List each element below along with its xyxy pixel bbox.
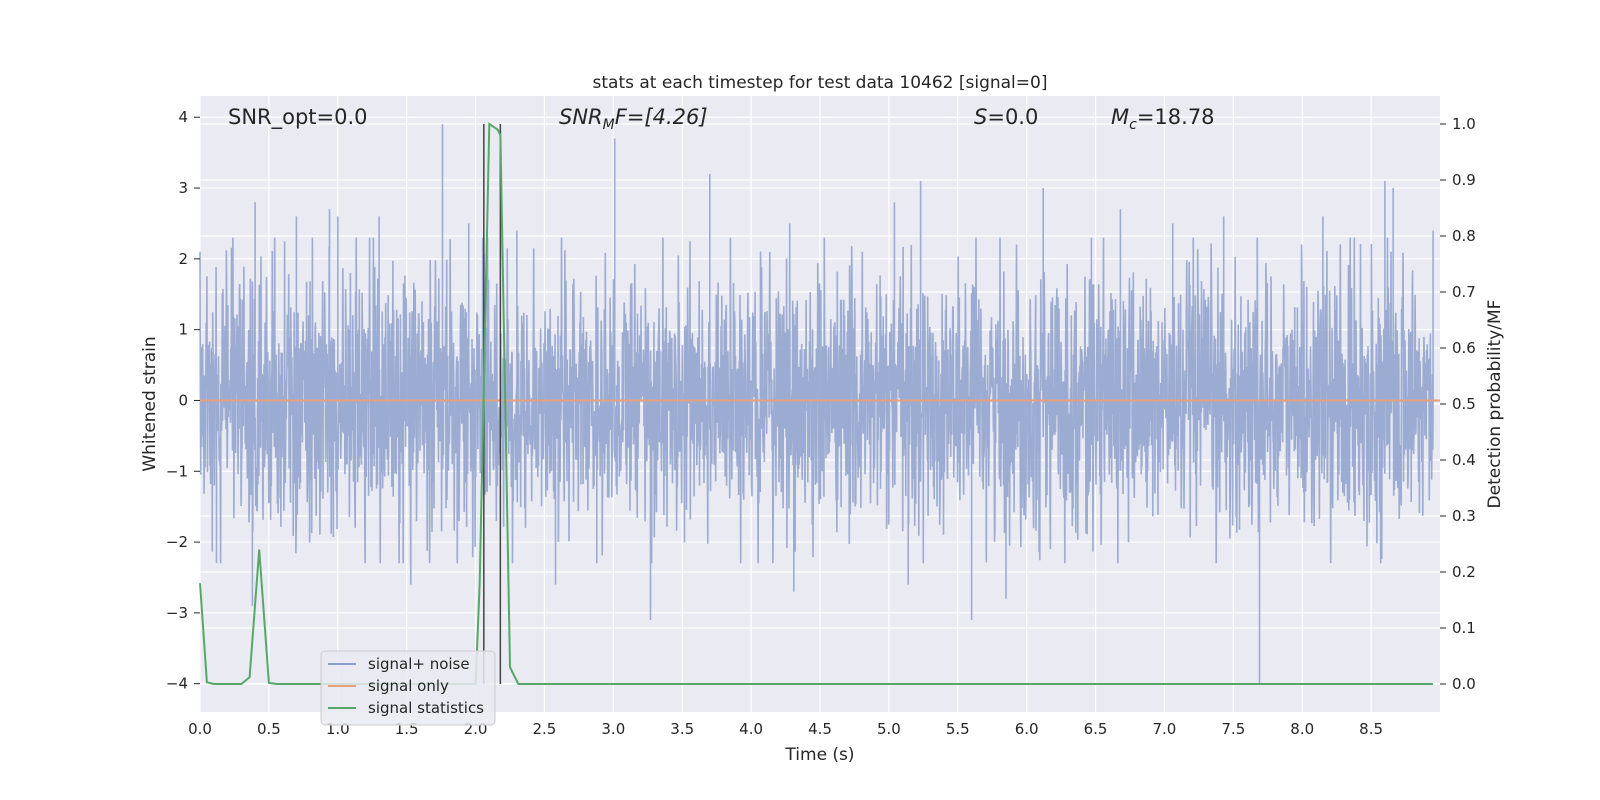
x-ticks: 0.0 0.5 1.0 1.5 2.0 2.5 3.0 3.5 4.0 4.5 5.0 5.5 6.0 6… (188, 720, 1383, 738)
legend-label-signal-statistics: signal statistics (368, 699, 484, 717)
x-tick-label-10: 5.0 (877, 720, 901, 738)
y2-tick-label-1: 0.1 (1452, 619, 1476, 637)
y2-tick-label-0: 0.0 (1452, 675, 1476, 693)
x-tick-label-9: 4.5 (808, 720, 832, 738)
x-tick-label-17: 8.5 (1359, 720, 1383, 738)
x-tick-label-13: 6.5 (1084, 720, 1108, 738)
x-tick-label-6: 3.0 (601, 720, 625, 738)
y2-tick-label-2: 0.2 (1452, 563, 1476, 581)
y2-tick-label-10: 1.0 (1452, 115, 1476, 133)
y-tick-label-3: −1 (166, 462, 188, 480)
y-axis-label: Whitened strain (140, 336, 160, 471)
x-tick-label-14: 7.0 (1153, 720, 1177, 738)
y-tick-label-0: −4 (166, 675, 188, 693)
y-tick-label-2: −2 (166, 533, 188, 551)
series-signal-plus-noise (199, 124, 1434, 684)
annotation-snr-mf: SNRMF=[4.26] (559, 105, 708, 133)
chart-title: stats at each timestep for test data 104… (593, 73, 1048, 93)
legend: signal+ noise signal only signal statist… (320, 650, 496, 726)
y-tick-label-6: 2 (178, 250, 188, 268)
noise-line (199, 124, 1434, 684)
x-tick-label-8: 4.0 (739, 720, 763, 738)
annotation-snr-opt: SNR_opt=0.0 (228, 105, 368, 130)
y-tick-label-8: 4 (178, 108, 188, 126)
x-tick-label-15: 7.5 (1221, 720, 1245, 738)
y2-tick-label-3: 0.3 (1452, 507, 1476, 525)
y-tick-label-4: 0 (178, 391, 188, 409)
y2-tick-label-9: 0.9 (1452, 171, 1476, 189)
y-tick-label-5: 1 (178, 321, 188, 339)
y2-axis-label: Detection probability/MF (1485, 300, 1505, 509)
x-tick-label-16: 8.0 (1290, 720, 1314, 738)
y2-tick-label-7: 0.7 (1452, 283, 1476, 301)
x-tick-label-0: 0.0 (188, 720, 212, 738)
annotation-mc: Mc=18.78 (1111, 105, 1215, 133)
y2-tick-label-8: 0.8 (1452, 227, 1476, 245)
x-axis-label: Time (s) (784, 745, 854, 765)
x-tick-label-12: 6.0 (1015, 720, 1039, 738)
y-tick-label-1: −3 (166, 604, 188, 622)
x-tick-label-1: 0.5 (257, 720, 281, 738)
x-tick-label-7: 3.5 (670, 720, 694, 738)
annotation-s: S=0.0 (974, 105, 1038, 129)
y-ticks: −4 −3 −2 −1 0 1 2 3 4 (166, 108, 200, 693)
x-tick-label-11: 5.5 (946, 720, 970, 738)
y2-tick-label-6: 0.6 (1452, 339, 1476, 357)
x-tick-label-5: 2.5 (533, 720, 557, 738)
legend-box (320, 650, 496, 726)
y2-tick-label-5: 0.5 (1452, 395, 1476, 413)
legend-label-signal-plus-noise: signal+ noise (368, 655, 470, 673)
legend-label-signal-only: signal only (368, 677, 449, 695)
y2-tick-label-4: 0.4 (1452, 451, 1476, 469)
y-tick-label-7: 3 (178, 179, 188, 197)
y2-ticks: 0.0 0.1 0.2 0.3 0.4 0.5 0.6 0.7 0.8 0.9 1.0 (1440, 115, 1476, 693)
